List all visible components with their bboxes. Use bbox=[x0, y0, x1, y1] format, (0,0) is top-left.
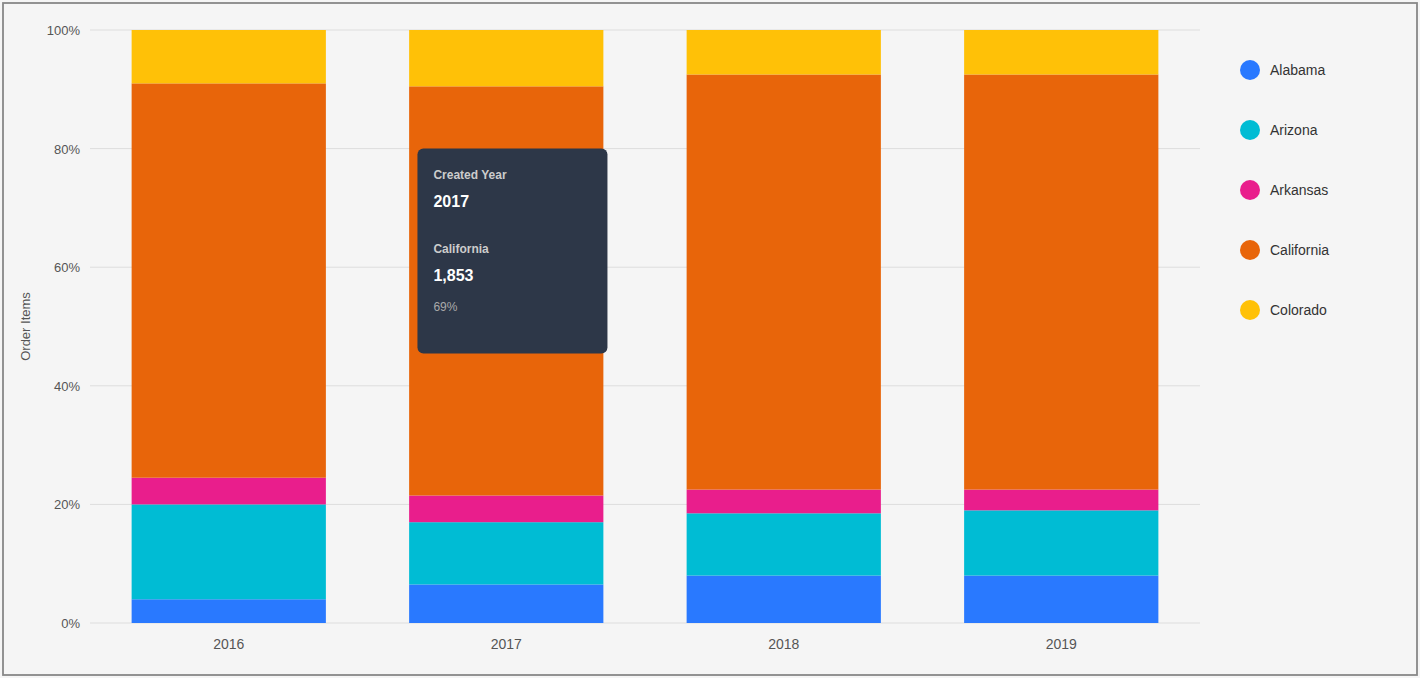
tooltip-text: California bbox=[433, 242, 489, 256]
bars bbox=[132, 30, 1159, 623]
tooltip-text: 2017 bbox=[433, 193, 469, 210]
tooltip-text: 1,853 bbox=[433, 267, 473, 284]
y-tick-label: 0% bbox=[61, 616, 80, 631]
legend-label: Colorado bbox=[1270, 302, 1327, 318]
bar-segment bbox=[687, 74, 881, 489]
bar-segment bbox=[687, 30, 881, 74]
tooltip-text: Created Year bbox=[433, 168, 506, 182]
x-tick-label: 2017 bbox=[491, 636, 522, 652]
legend-label: California bbox=[1270, 242, 1329, 258]
bar-segment bbox=[409, 522, 603, 584]
bar-segment bbox=[409, 584, 603, 623]
y-tick-label: 60% bbox=[54, 260, 80, 275]
bar-segment bbox=[964, 510, 1158, 575]
legend: Alabama Arizona Arkansas California Colorado bbox=[1240, 60, 1329, 320]
bar-segment bbox=[409, 496, 603, 523]
y-tick-label: 80% bbox=[54, 142, 80, 157]
bar-segment bbox=[964, 490, 1158, 511]
outer-border bbox=[3, 3, 1417, 675]
legend-marker bbox=[1240, 60, 1260, 80]
bar-segment bbox=[687, 490, 881, 514]
bar-segment bbox=[132, 478, 326, 505]
y-tick-label: 100% bbox=[47, 23, 81, 38]
chart: 0% 20% 40% 60% 80% 100% Order Items 2016 2017 201… bbox=[0, 0, 1420, 678]
tooltip-box bbox=[417, 149, 607, 354]
bar-segment bbox=[132, 599, 326, 623]
x-tick-label: 2016 bbox=[213, 636, 244, 652]
background bbox=[0, 0, 1420, 678]
x-tick-label: 2019 bbox=[1046, 636, 1077, 652]
y-axis-label: Order Items bbox=[18, 292, 33, 361]
legend-marker bbox=[1240, 300, 1260, 320]
tooltip-text: 69% bbox=[433, 300, 457, 314]
bar-segment bbox=[687, 576, 881, 623]
grid bbox=[90, 30, 1200, 623]
y-tick-label: 40% bbox=[54, 379, 80, 394]
tooltip: Created Year 2017 California 1,853 69% bbox=[417, 149, 607, 354]
legend-label: Arizona bbox=[1270, 122, 1318, 138]
bar-segment bbox=[964, 576, 1158, 623]
bar-segment bbox=[687, 513, 881, 575]
bar-segment bbox=[132, 504, 326, 599]
bar-segment bbox=[132, 30, 326, 83]
y-tick-label: 20% bbox=[54, 497, 80, 512]
bar-segment bbox=[409, 30, 603, 86]
legend-marker bbox=[1240, 180, 1260, 200]
legend-marker bbox=[1240, 240, 1260, 260]
legend-marker bbox=[1240, 120, 1260, 140]
legend-label: Alabama bbox=[1270, 62, 1325, 78]
legend-label: Arkansas bbox=[1270, 182, 1328, 198]
x-tick-label: 2018 bbox=[768, 636, 799, 652]
bar-segment bbox=[964, 74, 1158, 489]
bar-segment bbox=[964, 30, 1158, 74]
bar-segment bbox=[132, 83, 326, 477]
